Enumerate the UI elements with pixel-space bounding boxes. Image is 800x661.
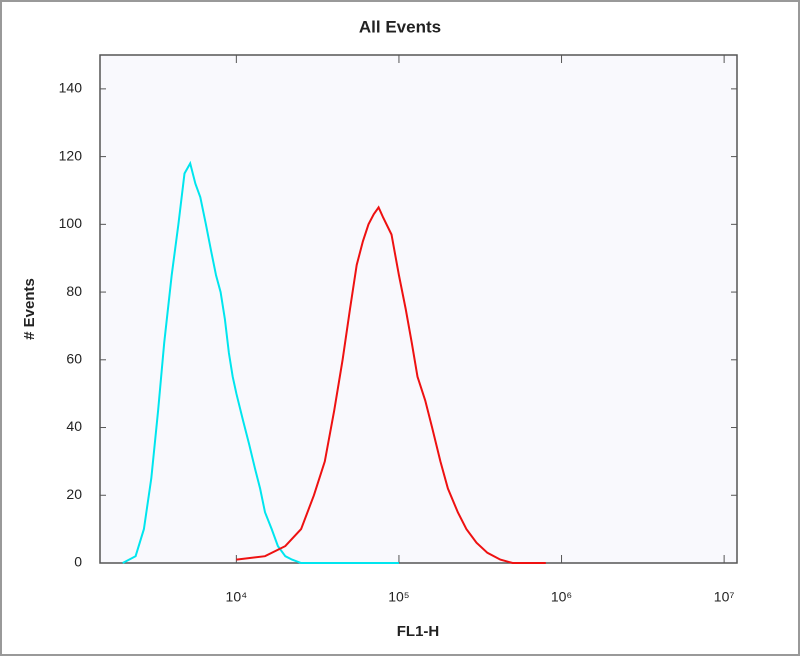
x-tick-label: 10⁵	[388, 589, 409, 605]
plot-area	[99, 54, 738, 564]
x-tick-label: 10⁶	[551, 589, 572, 605]
y-tick-label: 0	[74, 554, 82, 570]
y-tick-label: 120	[59, 147, 83, 163]
y-tick-label: 20	[66, 486, 82, 502]
y-tick-label: 60	[66, 351, 82, 367]
y-tick-label: 80	[66, 283, 82, 299]
series-line	[236, 205, 546, 564]
y-axis-label: # Events	[21, 278, 38, 340]
y-tick-label: 40	[66, 418, 82, 434]
y-tick-label: 140	[59, 80, 83, 96]
chart-title: All Events	[359, 17, 441, 36]
series-line	[122, 160, 399, 564]
x-tick-label: 10⁷	[714, 589, 735, 605]
x-axis-label: FL1-H	[397, 623, 440, 640]
y-tick-label: 100	[59, 215, 83, 231]
x-tick-label: 10⁴	[226, 589, 248, 605]
